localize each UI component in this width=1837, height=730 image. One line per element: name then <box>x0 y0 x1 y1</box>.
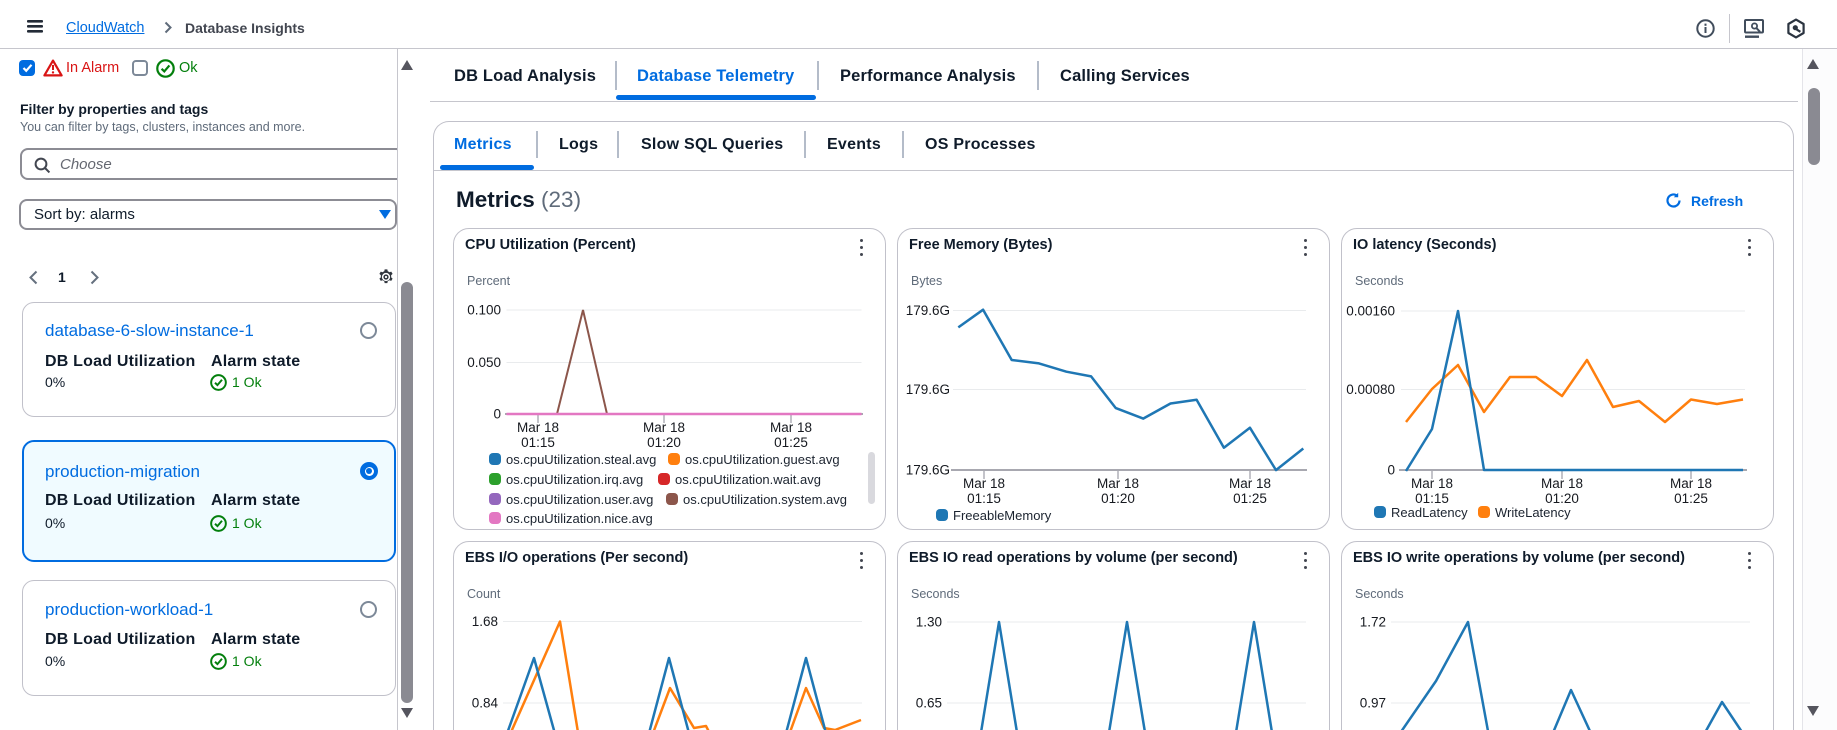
svg-text:0.84: 0.84 <box>472 696 499 711</box>
svg-text:Mar 18: Mar 18 <box>1229 476 1271 491</box>
svg-text:01:25: 01:25 <box>1674 491 1708 506</box>
svg-text:01:15: 01:15 <box>1415 491 1449 506</box>
svg-text:Mar 18: Mar 18 <box>1670 476 1712 491</box>
svg-text:Mar 18: Mar 18 <box>517 420 559 435</box>
svg-text:01:20: 01:20 <box>1545 491 1579 506</box>
svg-text:179.6G: 179.6G <box>906 463 950 478</box>
svg-text:1.72: 1.72 <box>1360 615 1386 630</box>
svg-text:Mar 18: Mar 18 <box>643 420 685 435</box>
svg-text:0.100: 0.100 <box>467 303 501 318</box>
svg-text:1.68: 1.68 <box>472 614 498 629</box>
svg-text:01:20: 01:20 <box>647 435 681 450</box>
svg-text:01:20: 01:20 <box>1101 491 1135 506</box>
svg-text:0.050: 0.050 <box>467 355 501 370</box>
svg-text:Mar 18: Mar 18 <box>1411 476 1453 491</box>
svg-text:Mar 18: Mar 18 <box>770 420 812 435</box>
svg-text:1.30: 1.30 <box>916 615 942 630</box>
svg-text:01:25: 01:25 <box>1233 491 1267 506</box>
svg-text:Mar 18: Mar 18 <box>963 476 1005 491</box>
svg-text:179.6G: 179.6G <box>906 382 950 397</box>
svg-text:01:15: 01:15 <box>521 435 555 450</box>
svg-text:0.00080: 0.00080 <box>1346 382 1395 397</box>
svg-text:0.65: 0.65 <box>916 696 942 711</box>
svg-text:0.00160: 0.00160 <box>1346 304 1395 319</box>
svg-text:179.6G: 179.6G <box>906 303 950 318</box>
svg-text:Mar 18: Mar 18 <box>1541 476 1583 491</box>
svg-text:Mar 18: Mar 18 <box>1097 476 1139 491</box>
svg-text:01:25: 01:25 <box>774 435 808 450</box>
svg-text:0: 0 <box>493 407 501 422</box>
svg-text:01:15: 01:15 <box>967 491 1001 506</box>
svg-text:0.97: 0.97 <box>1360 696 1386 711</box>
svg-text:0: 0 <box>1387 463 1395 478</box>
